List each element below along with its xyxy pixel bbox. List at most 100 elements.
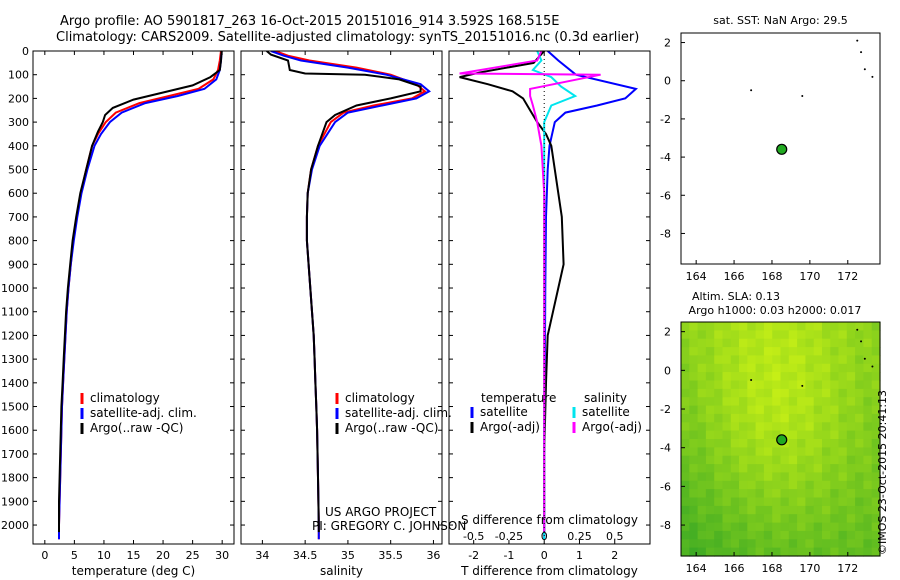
- heat-cell: [739, 480, 748, 490]
- legend-entry: Argo(..raw -QC): [345, 421, 438, 435]
- heat-cell: [846, 489, 856, 499]
- heat-cell: [846, 388, 856, 398]
- heat-cell: [681, 530, 690, 540]
- heat-cell: [747, 505, 757, 515]
- heat-cell: [730, 380, 740, 390]
- heat-cell: [822, 489, 831, 499]
- heat-cell: [855, 322, 864, 331]
- heat-cell: [846, 547, 856, 557]
- heat-cell: [855, 539, 864, 549]
- heat-cell: [797, 547, 806, 557]
- heat-cell: [780, 464, 790, 474]
- heat-cell: [714, 547, 724, 557]
- heat-cell: [780, 413, 790, 423]
- heat-cell: [747, 330, 757, 340]
- heat-cell: [722, 464, 732, 474]
- heat-cell: [780, 405, 790, 415]
- heat-cell: [788, 447, 798, 457]
- y-tick-label: -6: [660, 480, 671, 493]
- x-tick-label: 172: [837, 562, 858, 575]
- heat-cell: [830, 530, 840, 540]
- heat-cell: [822, 388, 831, 398]
- heat-cell: [730, 514, 740, 524]
- heat-cell: [855, 338, 864, 348]
- heat-cell: [730, 522, 740, 532]
- heat-cell: [714, 514, 724, 524]
- heat-cell: [722, 514, 732, 524]
- heat-cell: [689, 547, 699, 557]
- heat-cell: [846, 497, 856, 507]
- heat-cell: [822, 355, 831, 365]
- heat-cell: [681, 489, 690, 499]
- heat-cell: [780, 497, 790, 507]
- heat-cell: [797, 422, 806, 432]
- x-tick-label: 15: [127, 549, 141, 562]
- heat-cell: [763, 355, 773, 365]
- heat-cell: [722, 530, 732, 540]
- heat-cell: [863, 413, 873, 423]
- heat-cell: [730, 413, 740, 423]
- heat-cell: [722, 355, 732, 365]
- heat-cell: [788, 355, 798, 365]
- heat-cell: [772, 372, 782, 382]
- heat-cell: [747, 405, 757, 415]
- heat-cell: [722, 413, 732, 423]
- legend-entry: climatology: [345, 391, 415, 405]
- heat-cell: [813, 505, 823, 515]
- heat-cell: [730, 455, 740, 465]
- heat-cell: [838, 405, 848, 415]
- heat-cell: [714, 363, 724, 373]
- heat-cell: [788, 514, 798, 524]
- heat-cell: [780, 530, 790, 540]
- heat-cell: [681, 455, 690, 465]
- y-tick-label: 1900: [1, 495, 29, 508]
- heat-cell: [797, 480, 806, 490]
- heat-cell: [822, 497, 831, 507]
- heat-cell: [772, 497, 782, 507]
- heat-cell: [689, 355, 699, 365]
- panel-difference: -2 -1 0 1 2 -0.5 -0.25 0 0.25 0.5 S difference fro…: [448, 50, 651, 578]
- heat-cell: [755, 455, 765, 465]
- island-dot: [863, 357, 866, 360]
- heat-cell: [780, 455, 790, 465]
- y-tick-label: 200: [8, 92, 29, 105]
- heat-cell: [822, 372, 831, 382]
- y-tick-label: -4: [660, 151, 671, 164]
- y-tick-label: 0: [22, 45, 29, 58]
- heat-cell: [855, 388, 864, 398]
- heat-cell: [863, 455, 873, 465]
- heat-cell: [830, 422, 840, 432]
- heat-cell: [780, 397, 790, 407]
- heat-cell: [813, 514, 823, 524]
- heat-cell: [805, 505, 815, 515]
- heat-cell: [730, 405, 740, 415]
- heat-cell: [689, 539, 699, 549]
- heat-cell: [755, 505, 765, 515]
- heat-cell: [797, 505, 806, 515]
- heat-cell: [805, 347, 815, 357]
- heat-cell: [813, 447, 823, 457]
- heat-cell: [722, 547, 732, 557]
- heat-cell: [797, 413, 806, 423]
- heat-cell: [788, 388, 798, 398]
- heat-cell: [763, 430, 773, 440]
- project-line-2: PI: GREGORY C. JOHNSON: [312, 519, 466, 533]
- heat-cell: [813, 380, 823, 390]
- heat-cell: [797, 322, 806, 331]
- heat-cell: [797, 514, 806, 524]
- heat-cell: [705, 355, 715, 365]
- s-tick-label: 0.5: [606, 530, 624, 543]
- x-tick-label: 166: [724, 270, 745, 283]
- heat-cell: [788, 338, 798, 348]
- heat-cell: [788, 539, 798, 549]
- heat-cell: [822, 547, 831, 557]
- heat-cell: [747, 439, 757, 448]
- heat-cell: [722, 430, 732, 440]
- heat-cell: [788, 347, 798, 357]
- heat-cell: [705, 422, 715, 432]
- heat-cell: [871, 439, 881, 448]
- heat-cell: [739, 505, 748, 515]
- heat-cell: [681, 547, 690, 557]
- y-tick-label: 700: [8, 211, 29, 224]
